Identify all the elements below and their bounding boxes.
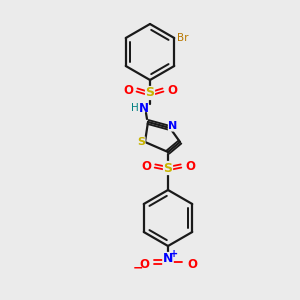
Text: O: O	[187, 257, 197, 271]
Text: N: N	[163, 253, 173, 266]
Text: H: H	[131, 103, 139, 113]
Text: N: N	[168, 121, 178, 131]
Text: O: O	[123, 83, 133, 97]
Text: O: O	[185, 160, 195, 172]
Text: S: S	[164, 161, 172, 175]
Text: Br: Br	[177, 33, 189, 43]
Text: +: +	[170, 249, 178, 259]
Text: S: S	[137, 137, 145, 147]
Text: −: −	[133, 262, 143, 275]
Text: O: O	[141, 160, 151, 172]
Text: O: O	[167, 83, 177, 97]
Text: S: S	[146, 86, 154, 100]
Text: O: O	[139, 257, 149, 271]
Text: N: N	[139, 101, 149, 115]
